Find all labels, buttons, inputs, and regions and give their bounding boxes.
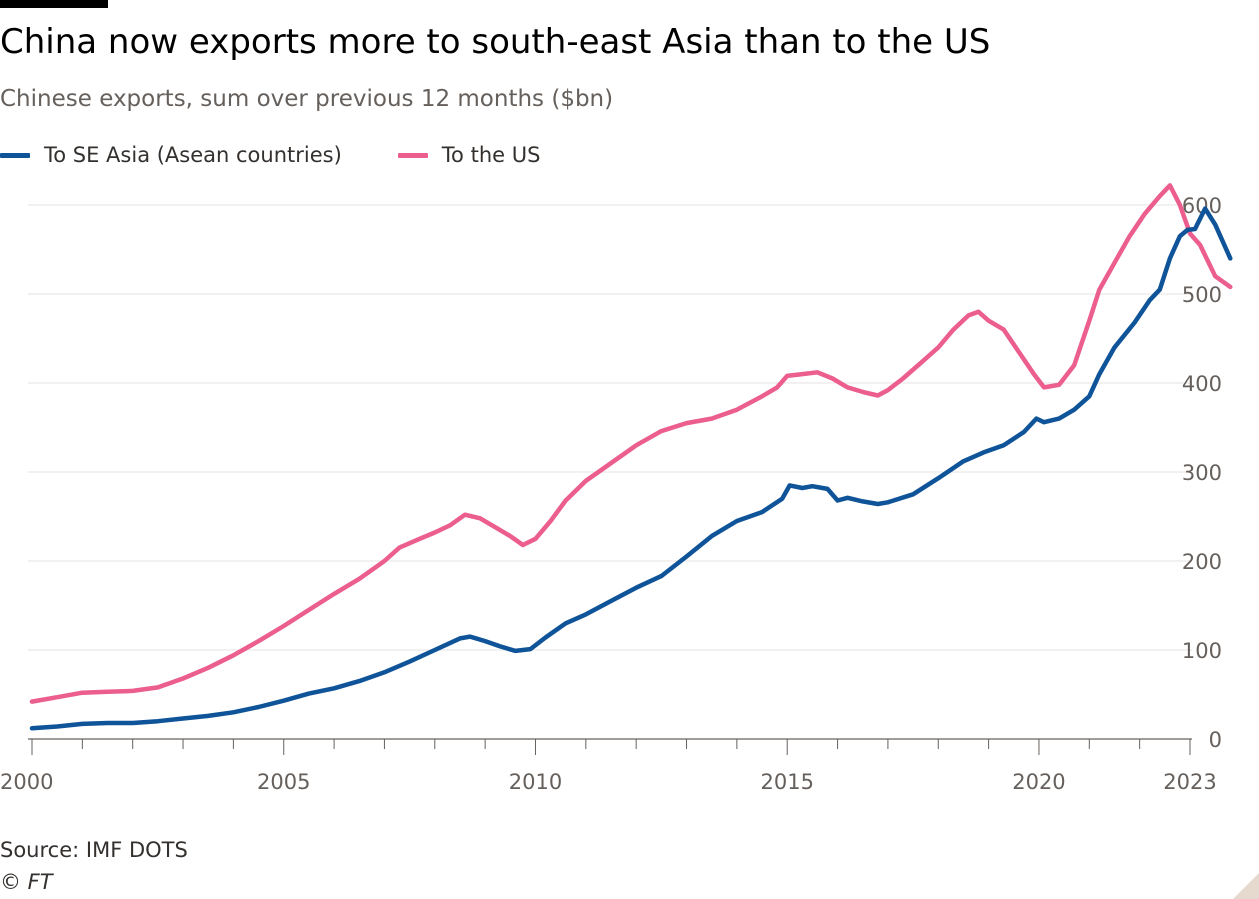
legend-item-us: To the US (397, 143, 541, 167)
series-line-asean (29, 206, 1233, 731)
x-tick-label-2023: 2023 (1163, 770, 1216, 794)
y-tick-label-500: 500 (1182, 283, 1222, 307)
legend-swatch-asean (0, 152, 30, 158)
chart-subtitle: Chinese exports, sum over previous 12 mo… (0, 86, 614, 112)
x-tick-label-2010: 2010 (509, 770, 562, 794)
legend-item-asean: To SE Asia (Asean countries) (0, 143, 342, 167)
x-tick-label-2005: 2005 (257, 770, 310, 794)
y-tick-label-100: 100 (1182, 639, 1222, 663)
x-tick-label-2000: 2000 (0, 770, 53, 794)
legend-swatch-us (397, 152, 428, 158)
corner-mark (1233, 873, 1259, 899)
y-tick-label-300: 300 (1182, 461, 1222, 485)
copyright: © FT (0, 870, 53, 894)
series-line-us (29, 183, 1233, 704)
brand-bar (0, 0, 108, 8)
x-tick-label-2020: 2020 (1012, 770, 1065, 794)
y-tick-label-200: 200 (1182, 550, 1222, 574)
legend-label-us: To the US (441, 143, 541, 167)
legend: To SE Asia (Asean countries) To the US (0, 140, 596, 170)
legend-label-asean: To SE Asia (Asean countries) (44, 143, 342, 167)
y-tick-label-0: 0 (1209, 728, 1222, 752)
source-note: Source: IMF DOTS (0, 838, 188, 862)
y-tick-label-400: 400 (1182, 372, 1222, 396)
chart-title: China now exports more to south-east Asi… (0, 22, 991, 62)
x-tick-label-2015: 2015 (760, 770, 813, 794)
